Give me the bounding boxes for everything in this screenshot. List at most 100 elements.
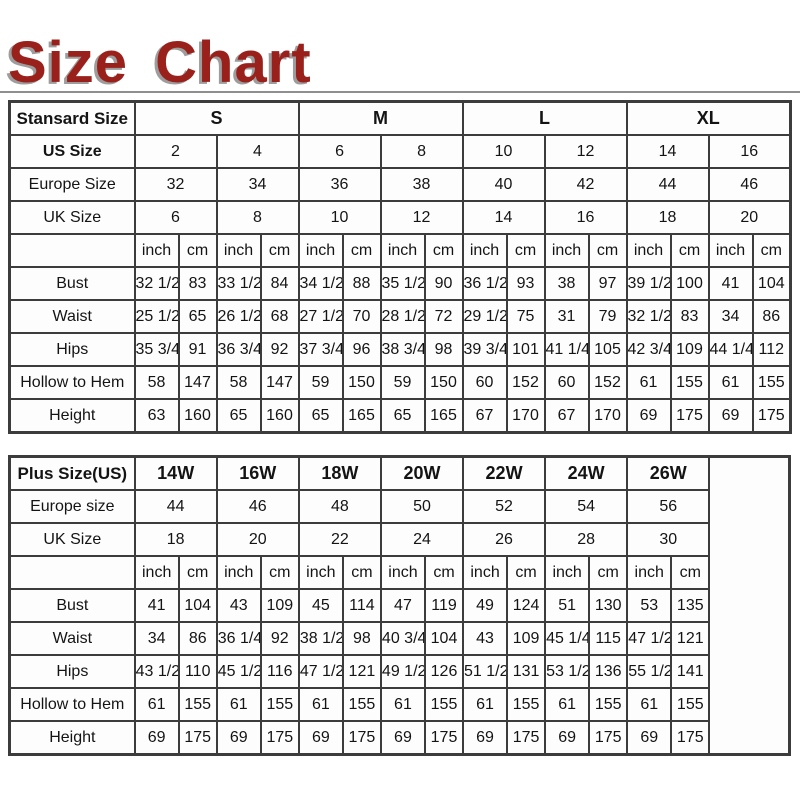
measure-value-cell: 65: [297, 398, 344, 434]
measure-value-cell: 147: [259, 365, 300, 400]
measure-value-cell: 53: [626, 588, 673, 623]
size-value-cell: 8: [379, 134, 464, 169]
measure-value-cell: 47: [379, 588, 426, 623]
unit-inch-cell: inch: [543, 233, 590, 268]
row-label: Height: [8, 398, 136, 434]
measure-value-cell: 98: [423, 332, 464, 367]
size-value-cell: 14: [461, 200, 546, 235]
measure-value-cell: 105: [587, 332, 628, 367]
measure-value-cell: 155: [177, 687, 218, 722]
size-value-cell: 34: [215, 167, 300, 202]
size-value-cell: 46: [707, 167, 792, 202]
measure-value-cell: 61: [462, 687, 509, 722]
measure-value-cell: 28 1/2: [379, 299, 426, 334]
measure-value-cell: 34: [707, 299, 754, 334]
measure-row: Hips 35 3/4 91 36 3/4 92 37 3/4 96 38 3/4 98 39 3…: [8, 332, 792, 367]
measure-value-cell: 61: [544, 687, 591, 722]
measure-value-cell: 175: [670, 720, 711, 756]
measure-value-cell: 31: [543, 299, 590, 334]
measure-value-cell: 175: [588, 720, 629, 756]
measure-value-cell: 41 1/4: [543, 332, 590, 367]
measure-value-cell: 124: [506, 588, 547, 623]
unit-inch-cell: inch: [462, 555, 509, 590]
unit-inch-cell: inch: [544, 555, 591, 590]
unit-inch-cell: inch: [133, 555, 180, 590]
measure-value-cell: 121: [341, 654, 382, 689]
size-group-header: S: [133, 100, 300, 136]
measure-row: Bust 41 104 43 109 45 114 47 119 49 124 51 130 53 135: [8, 588, 790, 623]
row-label: Hips: [8, 332, 136, 367]
measure-value-cell: 61: [626, 687, 673, 722]
measure-value-cell: 65: [215, 398, 262, 434]
corner-label: Stansard Size: [8, 100, 136, 136]
plus-size-table: Plus Size(US) 14W 16W 18W 20W 22W 24W 26W Europe…: [8, 455, 791, 756]
measure-value-cell: 63: [133, 398, 180, 434]
measure-value-cell: 155: [669, 365, 710, 400]
measure-value-cell: 165: [423, 398, 464, 434]
measure-value-cell: 115: [588, 621, 629, 656]
measure-value-cell: 58: [133, 365, 180, 400]
measure-value-cell: 130: [588, 588, 629, 623]
title-divider-line: [0, 91, 800, 93]
measure-value-cell: 29 1/2: [461, 299, 508, 334]
size-value-cell: 42: [543, 167, 628, 202]
measure-value-cell: 65: [177, 299, 218, 334]
measure-value-cell: 69: [133, 720, 180, 756]
measure-value-cell: 165: [341, 398, 382, 434]
size-value-cell: 52: [462, 489, 547, 524]
measure-row: Hollow to Hem 61 155 61 155 61 155 61 155 61 155 61…: [8, 687, 790, 722]
measure-value-cell: 67: [461, 398, 508, 434]
unit-inch-cell: inch: [626, 555, 673, 590]
size-value-cell: 14: [625, 134, 710, 169]
measure-value-cell: 32 1/2: [625, 299, 672, 334]
measure-value-cell: 79: [587, 299, 628, 334]
row-label: Bust: [8, 266, 136, 301]
measure-value-cell: 131: [506, 654, 547, 689]
measure-value-cell: 93: [505, 266, 546, 301]
measure-value-cell: 155: [751, 365, 792, 400]
unit-inch-cell: inch: [707, 233, 754, 268]
size-row: Europe Size 32 34 36 38 40 42 44 46: [8, 167, 792, 202]
size-value-cell: 18: [133, 522, 218, 557]
size-value-cell: 54: [544, 489, 629, 524]
measure-value-cell: 75: [505, 299, 546, 334]
measure-value-cell: 51: [544, 588, 591, 623]
measure-value-cell: 84: [259, 266, 300, 301]
size-row: UK Size 6 8 10 12 14 16 18 20: [8, 200, 792, 235]
unit-cm-cell: cm: [505, 233, 546, 268]
measure-value-cell: 175: [259, 720, 300, 756]
size-row: UK Size 18 20 22 24 26 28 30: [8, 522, 790, 557]
size-value-cell: 6: [133, 200, 218, 235]
measure-value-cell: 69: [215, 720, 262, 756]
measure-row: Waist 25 1/2 65 26 1/2 68 27 1/2 70 28 1/2 72 29 …: [8, 299, 792, 334]
measure-value-cell: 45 1/2: [215, 654, 262, 689]
measure-value-cell: 69: [707, 398, 754, 434]
size-value-cell: 12: [379, 200, 464, 235]
measure-value-cell: 38: [543, 266, 590, 301]
measure-value-cell: 37 3/4: [297, 332, 344, 367]
measure-value-cell: 83: [177, 266, 218, 301]
measure-value-cell: 114: [341, 588, 382, 623]
unit-cm-cell: cm: [587, 233, 628, 268]
measure-value-cell: 65: [379, 398, 426, 434]
row-label: Waist: [8, 299, 136, 334]
measure-value-cell: 33 1/2: [215, 266, 262, 301]
row-label: Height: [8, 720, 136, 756]
measure-value-cell: 69: [462, 720, 509, 756]
unit-cm-cell: cm: [670, 555, 711, 590]
unit-cm-cell: cm: [506, 555, 547, 590]
measure-value-cell: 116: [259, 654, 300, 689]
measure-value-cell: 41: [707, 266, 754, 301]
size-value-cell: 10: [461, 134, 546, 169]
row-label: UK Size: [8, 200, 136, 235]
size-value-cell: 20: [215, 522, 300, 557]
measure-value-cell: 69: [297, 720, 344, 756]
measure-value-cell: 25 1/2: [133, 299, 180, 334]
size-value-cell: 16: [707, 134, 792, 169]
unit-inch-cell: inch: [215, 233, 262, 268]
measure-value-cell: 47 1/2: [297, 654, 344, 689]
measure-value-cell: 109: [506, 621, 547, 656]
measure-value-cell: 175: [341, 720, 382, 756]
measure-value-cell: 68: [259, 299, 300, 334]
size-row: Europe size 44 46 48 50 52 54 56: [8, 489, 790, 524]
